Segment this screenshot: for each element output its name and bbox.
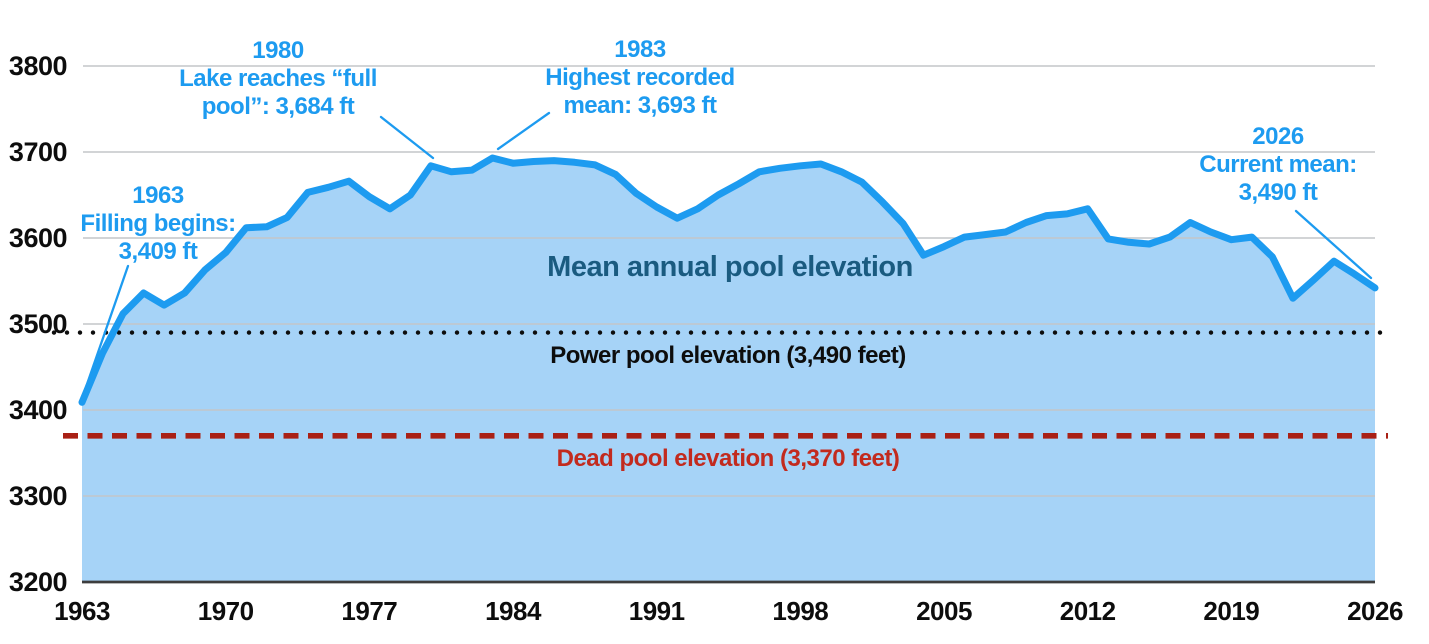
annotation-leader-1980	[379, 115, 435, 160]
annotation-2026: 2026 Current mean: 3,490 ft	[1168, 123, 1388, 207]
x-tick-label-1984: 1984	[485, 596, 541, 626]
y-tick-label-3600: 3600	[8, 223, 68, 253]
annotation-leader-1963	[83, 264, 130, 392]
power-pool-line-label: Power pool elevation (3,490 feet)	[550, 342, 906, 369]
annotation-1983: 1983 Highest recorded mean: 3,693 ft	[520, 36, 760, 120]
y-tick-label-3700: 3700	[8, 137, 68, 167]
y-tick-label-3500: 3500	[8, 309, 68, 339]
y-tick-label-3800: 3800	[8, 51, 68, 81]
annotation-leader-1983	[496, 111, 551, 151]
annotation-1980-year: 1980	[252, 37, 304, 64]
annotation-2026-year: 2026	[1252, 123, 1304, 150]
x-tick-label-1991: 1991	[628, 596, 685, 626]
annotation-1980: 1980 Lake reaches “full pool”: 3,684 ft	[158, 37, 398, 121]
annotation-1983-year: 1983	[614, 36, 666, 63]
x-tick-label-1970: 1970	[197, 596, 254, 626]
annotation-2026-line2: 3,490 ft	[1238, 179, 1318, 206]
y-tick-label-3300: 3300	[8, 481, 68, 511]
annotation-1983-line1: Highest recorded	[545, 64, 735, 91]
elevation-line	[78, 154, 1379, 406]
annotation-1980-line1: Lake reaches “full	[179, 65, 377, 92]
annotation-1963-line2: 3,409 ft	[118, 238, 198, 265]
annotation-leader-2026	[1294, 209, 1373, 280]
annotation-1963-line1: Filling begins:	[80, 210, 236, 237]
x-tick-label-1963: 1963	[54, 596, 110, 626]
elevation-area-fill	[82, 158, 1375, 582]
series-label: Mean annual pool elevation	[547, 251, 913, 283]
annotation-1983-line2: mean: 3,693 ft	[563, 92, 717, 119]
dead-pool-line-label: Dead pool elevation (3,370 feet)	[556, 445, 900, 472]
y-tick-label-3200: 3200	[8, 567, 68, 597]
annotation-1980-line2: pool”: 3,684 ft	[201, 93, 355, 120]
annotation-1963: 1963 Filling begins: 3,409 ft	[48, 182, 268, 266]
x-tick-label-1977: 1977	[341, 596, 398, 626]
x-tick-label-2019: 2019	[1203, 596, 1260, 626]
annotation-2026-line1: Current mean:	[1199, 151, 1357, 178]
x-tick-label-2026: 2026	[1347, 596, 1403, 626]
x-tick-label-2005: 2005	[916, 596, 972, 626]
x-tick-label-1998: 1998	[772, 596, 829, 626]
y-tick-label-3400: 3400	[8, 395, 68, 425]
x-tick-label-2012: 2012	[1059, 596, 1116, 626]
annotation-1963-year: 1963	[132, 182, 184, 209]
